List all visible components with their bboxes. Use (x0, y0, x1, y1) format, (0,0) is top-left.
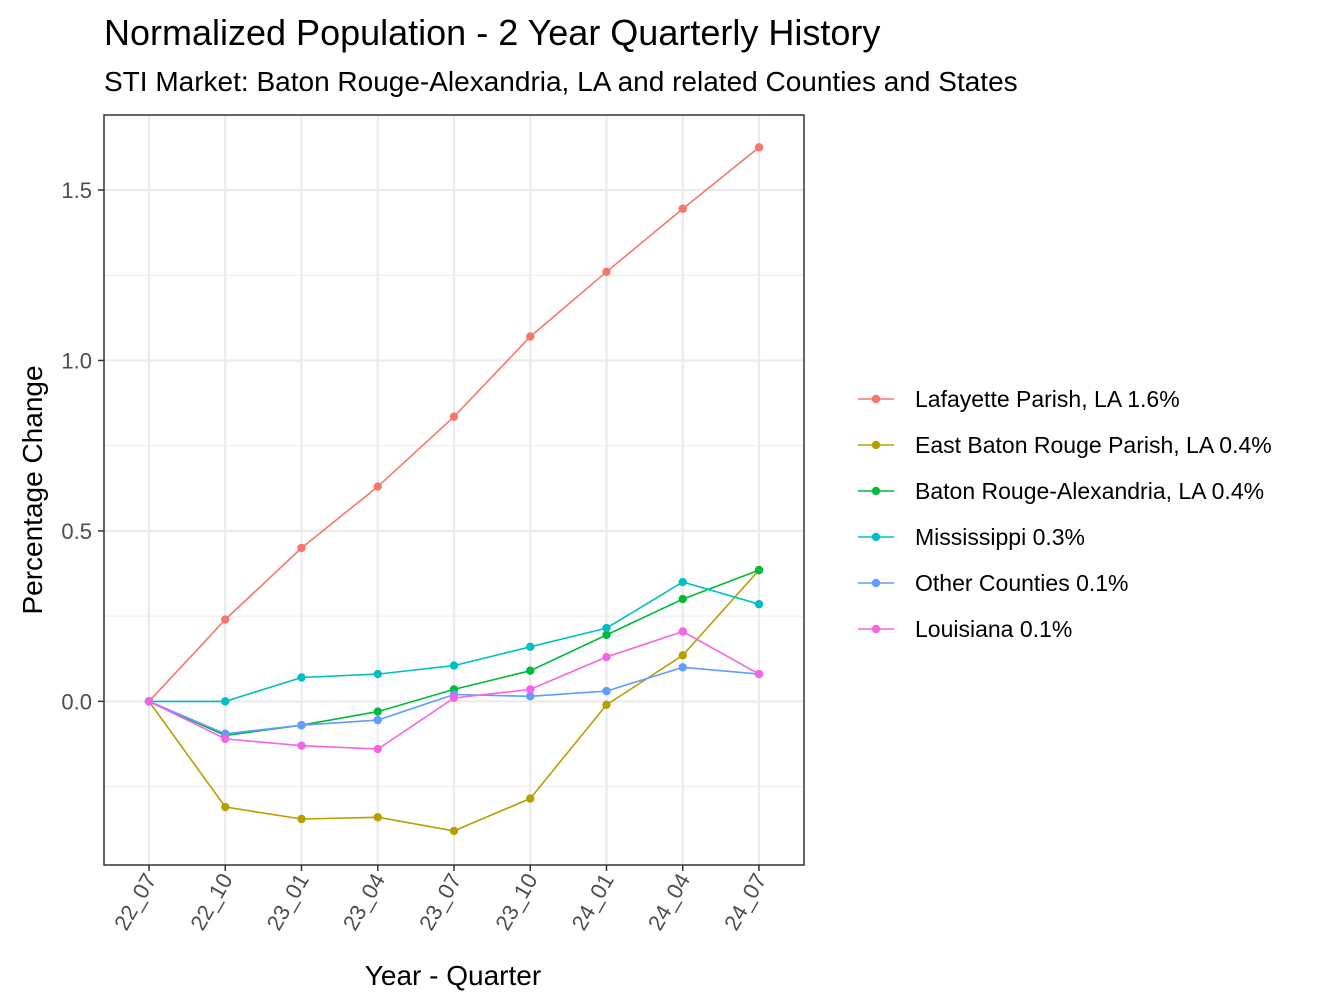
legend-key-point (871, 532, 881, 542)
data-point (754, 143, 764, 152)
x-tick-label: 24_04 (643, 869, 695, 934)
data-point (678, 651, 687, 660)
data-point (373, 669, 382, 679)
y-tick-label: 1.0 (61, 348, 92, 373)
x-axis: 22_07 22_10 23_01 23_04 23_07 23_10 24_01 24_04… (109, 865, 771, 934)
x-tick-label: 22_10 (185, 869, 237, 934)
series-points (144, 143, 764, 836)
data-point (602, 700, 611, 709)
x-tick-label: 23_07 (414, 869, 466, 934)
legend-key-point (871, 394, 881, 404)
data-point (754, 669, 764, 679)
legend-label: Baton Rouge-Alexandria, LA 0.4% (915, 478, 1264, 504)
data-point (678, 204, 687, 213)
legend-label: Other Counties 0.1% (915, 570, 1129, 596)
legend: Lafayette Parish, LA 1.6% East Baton Roug… (858, 386, 1272, 642)
data-point (678, 594, 687, 604)
data-point (526, 692, 535, 701)
data-point (526, 642, 535, 652)
x-tick-label: 24_07 (719, 869, 771, 934)
plot-panel (103, 114, 805, 866)
data-point (449, 693, 459, 703)
legend-label: Louisiana 0.1% (915, 616, 1072, 642)
legend-label: East Baton Rouge Parish, LA 0.4% (915, 432, 1272, 458)
x-tick-label: 24_01 (567, 869, 619, 934)
y-axis: 0.0 0.5 1.0 1.5 (61, 178, 104, 714)
data-point (678, 663, 687, 672)
legend-key-point (871, 440, 881, 450)
data-point (449, 661, 459, 670)
x-tick-label: 22_07 (109, 869, 161, 934)
data-point (526, 666, 535, 675)
data-point (754, 565, 764, 575)
y-axis-title: Percentage Change (17, 365, 48, 614)
data-point (526, 332, 535, 341)
data-point (221, 615, 230, 624)
legend-label: Lafayette Parish, LA 1.6% (915, 386, 1180, 412)
data-point (373, 813, 382, 822)
data-point (754, 600, 764, 609)
x-tick-label: 23_04 (338, 869, 390, 934)
data-point (221, 697, 230, 706)
data-point (526, 794, 535, 803)
data-point (449, 826, 459, 836)
data-point (678, 577, 687, 587)
data-point (297, 741, 306, 750)
data-point (602, 686, 611, 696)
y-tick-label: 1.5 (61, 178, 92, 203)
data-point (526, 685, 535, 694)
data-point (602, 267, 611, 277)
data-point (373, 707, 382, 716)
data-point (678, 627, 687, 636)
data-point (297, 721, 306, 730)
chart-subtitle: STI Market: Baton Rouge-Alexandria, LA a… (104, 66, 1018, 97)
data-point (297, 814, 306, 824)
y-tick-label: 0.0 (61, 689, 92, 714)
data-point (373, 482, 382, 491)
legend-label: Mississippi 0.3% (915, 524, 1085, 550)
legend-key-point (871, 578, 881, 588)
x-tick-label: 23_10 (490, 869, 542, 934)
data-point (297, 673, 306, 682)
data-point (221, 802, 230, 812)
x-axis-title: Year - Quarter (365, 960, 541, 991)
data-point (373, 744, 382, 754)
data-point (221, 734, 230, 744)
x-tick-label: 23_01 (262, 869, 314, 934)
data-point (602, 630, 611, 640)
data-point (297, 543, 306, 553)
data-point (449, 412, 459, 421)
y-tick-label: 0.5 (61, 519, 92, 544)
data-point (602, 652, 611, 662)
legend-key-point (871, 624, 881, 634)
data-point (144, 697, 154, 706)
chart-title: Normalized Population - 2 Year Quarterly… (104, 12, 880, 53)
legend-key-point (871, 486, 881, 496)
data-point (373, 715, 382, 725)
data-point (602, 623, 611, 633)
